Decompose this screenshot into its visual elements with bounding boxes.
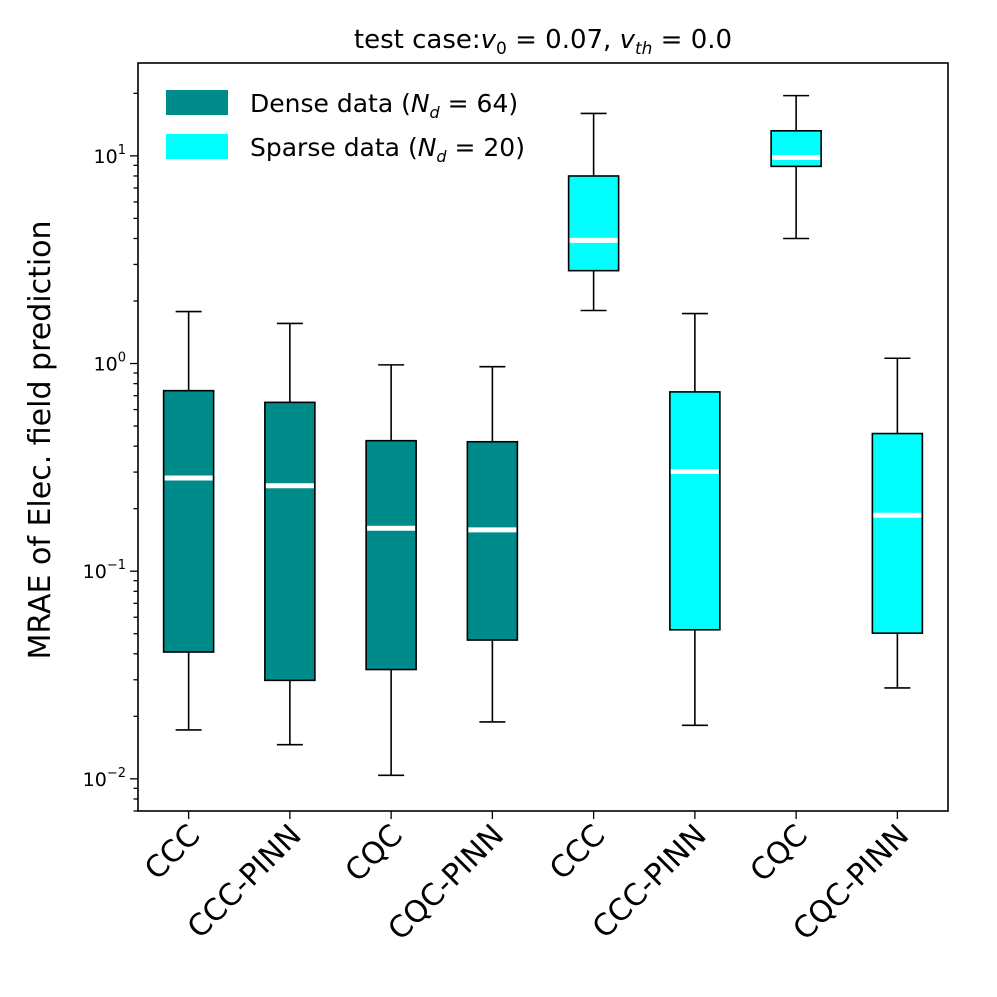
y-tick-exponent: 0 [118,351,126,366]
x-tick-label: CQC [339,818,410,889]
y-tick-exponent: −1 [107,558,126,573]
y-tick-label: 101 [94,143,126,168]
box-4 [466,365,519,723]
title-v0-symbol: v [481,25,497,55]
box-body [770,130,822,168]
legend-item-dense: Dense data (Nd = 64) [166,89,518,122]
series-dense [162,310,519,777]
legend-item-sparse: Sparse data (Nd = 20) [166,133,525,166]
legend-label-sub: d [436,147,447,166]
legend-label-symbol: N [411,89,430,118]
box-8 [871,357,924,689]
box-body [567,175,620,272]
x-tick-label: CQC [744,818,815,889]
title-vth-symbol: v [620,25,636,55]
legend-label-symbol: N [418,133,437,162]
chart-title: test case:v0 = 0.07, vth = 0.0 [354,25,732,59]
series-sparse [567,94,924,727]
title-v0-sub: 0 [496,39,507,59]
title-prefix: test case: [354,25,481,55]
box-body [162,389,215,653]
y-tick-base: 10 [83,561,107,583]
legend-label-prefix: Sparse data ( [250,133,418,162]
box-2 [264,322,316,746]
box-body [365,439,417,671]
y-tick-base: 10 [83,769,107,791]
legend-swatch [166,134,228,159]
box-body [466,440,519,641]
legend: Dense data (Nd = 64)Sparse data (Nd = 20… [166,89,525,166]
box-1 [162,310,215,731]
box-body [264,401,316,682]
box-body [669,391,721,631]
legend-label-suffix: = 20) [447,133,525,162]
y-tick-label: 10−2 [83,766,126,791]
x-tick-label: CCC [543,818,612,887]
legend-label-suffix: = 64) [440,89,518,118]
legend-label: Dense data (Nd = 64) [250,89,518,122]
title-vth-sub: th [635,39,652,59]
legend-label-prefix: Dense data ( [250,89,411,118]
box-body [871,432,924,634]
legend-label: Sparse data (Nd = 20) [250,133,525,166]
box-3 [365,364,417,777]
box-7 [770,94,822,240]
legend-swatch [166,90,228,115]
x-tick-label: CCC [138,818,207,887]
box-6 [669,312,721,727]
y-tick-exponent: −2 [107,766,126,781]
plot-frame [137,62,949,812]
title-vth-value: = 0.0 [652,25,732,55]
y-tick-exponent: 1 [118,143,126,158]
y-axis-label: MRAE of Elec. field prediction [23,220,58,659]
legend-label-sub: d [430,103,441,122]
y-tick-label: 10−1 [83,558,126,583]
y-tick-base: 10 [94,354,118,376]
title-v0-value: = 0.07, [507,25,620,55]
y-tick-base: 10 [94,146,118,168]
box-5 [567,112,620,312]
y-tick-label: 100 [94,351,126,376]
plot-area [162,94,924,777]
